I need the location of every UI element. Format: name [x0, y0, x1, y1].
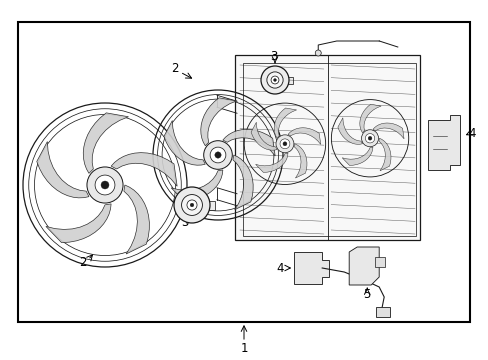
Circle shape: [101, 181, 109, 189]
Polygon shape: [201, 98, 236, 146]
Polygon shape: [250, 122, 276, 150]
Polygon shape: [37, 141, 89, 198]
Circle shape: [280, 139, 289, 149]
Polygon shape: [348, 247, 378, 285]
Circle shape: [186, 200, 197, 210]
Text: 5: 5: [363, 288, 370, 302]
Polygon shape: [255, 153, 287, 172]
Polygon shape: [232, 155, 253, 210]
Polygon shape: [378, 138, 390, 171]
Bar: [284, 77, 293, 84]
Circle shape: [190, 203, 193, 207]
Circle shape: [275, 135, 293, 153]
Text: 4: 4: [468, 127, 475, 140]
Bar: [204, 201, 215, 210]
Polygon shape: [337, 118, 362, 144]
Circle shape: [181, 194, 202, 215]
Polygon shape: [123, 185, 149, 254]
Text: 4: 4: [276, 261, 284, 274]
Circle shape: [95, 175, 115, 195]
Text: 1: 1: [240, 342, 247, 355]
Bar: [243, 63, 415, 236]
Polygon shape: [427, 115, 459, 170]
Polygon shape: [294, 144, 306, 178]
Circle shape: [214, 152, 221, 158]
Circle shape: [210, 147, 225, 163]
Circle shape: [367, 136, 371, 140]
Circle shape: [203, 141, 232, 169]
Polygon shape: [111, 153, 177, 186]
Text: 2: 2: [79, 256, 86, 270]
Polygon shape: [274, 108, 296, 138]
Bar: [18, 22, 469, 322]
Text: 2: 2: [171, 62, 179, 75]
Text: 3: 3: [270, 50, 277, 63]
Polygon shape: [83, 113, 128, 173]
Circle shape: [174, 187, 209, 223]
Polygon shape: [163, 121, 205, 165]
Bar: [375, 307, 389, 317]
Bar: [374, 257, 385, 267]
Polygon shape: [223, 129, 275, 156]
Bar: [235, 55, 419, 240]
Circle shape: [273, 78, 276, 81]
Polygon shape: [294, 252, 328, 284]
Polygon shape: [359, 104, 380, 133]
Circle shape: [87, 167, 123, 203]
Circle shape: [365, 134, 374, 143]
Polygon shape: [372, 123, 403, 139]
Circle shape: [270, 76, 278, 84]
Polygon shape: [342, 147, 372, 166]
Polygon shape: [171, 170, 223, 201]
Circle shape: [261, 66, 288, 94]
Polygon shape: [287, 128, 320, 144]
Circle shape: [266, 72, 283, 88]
Circle shape: [283, 142, 286, 146]
Text: 3: 3: [181, 216, 188, 229]
Polygon shape: [46, 204, 111, 243]
Circle shape: [361, 130, 378, 147]
Circle shape: [315, 50, 321, 56]
